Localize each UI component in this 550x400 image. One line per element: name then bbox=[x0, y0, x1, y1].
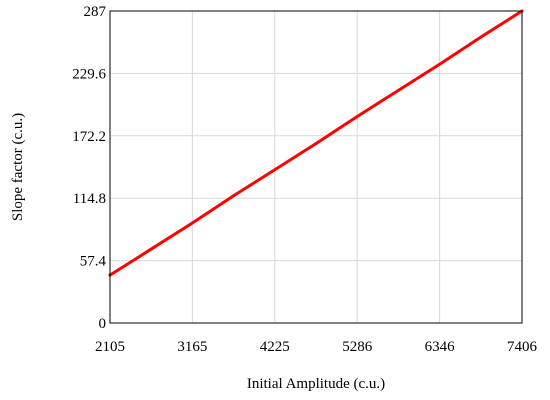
y-tick-label: 57.4 bbox=[80, 254, 107, 270]
series-point bbox=[149, 247, 153, 251]
series-point bbox=[438, 62, 442, 66]
series-point bbox=[479, 35, 483, 39]
y-tick-label: 287 bbox=[84, 4, 107, 20]
x-tick-label: 5286 bbox=[342, 339, 373, 355]
series-point bbox=[314, 142, 318, 146]
series-point bbox=[232, 194, 236, 198]
series-point bbox=[396, 88, 400, 92]
series-point bbox=[273, 168, 277, 172]
grid-lines bbox=[110, 11, 522, 323]
y-tick-label: 229.6 bbox=[72, 66, 106, 82]
y-axis-title: Slope factor (c.u.) bbox=[10, 113, 26, 221]
x-tick-label: 3165 bbox=[177, 339, 207, 355]
series-layer bbox=[108, 9, 524, 277]
x-tick-label: 6346 bbox=[425, 339, 456, 355]
y-tick-label: 0 bbox=[99, 316, 107, 332]
x-axis-title: Initial Amplitude (c.u.) bbox=[247, 376, 385, 392]
plot-frame bbox=[109, 10, 523, 324]
x-axis-ticks: 2105 3165 4225 5286 6346 7406 bbox=[95, 339, 538, 355]
series-point bbox=[355, 114, 359, 118]
x-tick-label: 2105 bbox=[95, 339, 125, 355]
y-axis-ticks: 0 57.4 114.8 172.2 229.6 287 bbox=[72, 4, 106, 332]
y-tick-label: 172.2 bbox=[72, 129, 106, 145]
y-tick-label: 114.8 bbox=[73, 191, 106, 207]
x-tick-label: 4225 bbox=[260, 339, 290, 355]
x-tick-label: 7406 bbox=[507, 339, 538, 355]
series-point bbox=[190, 221, 194, 225]
